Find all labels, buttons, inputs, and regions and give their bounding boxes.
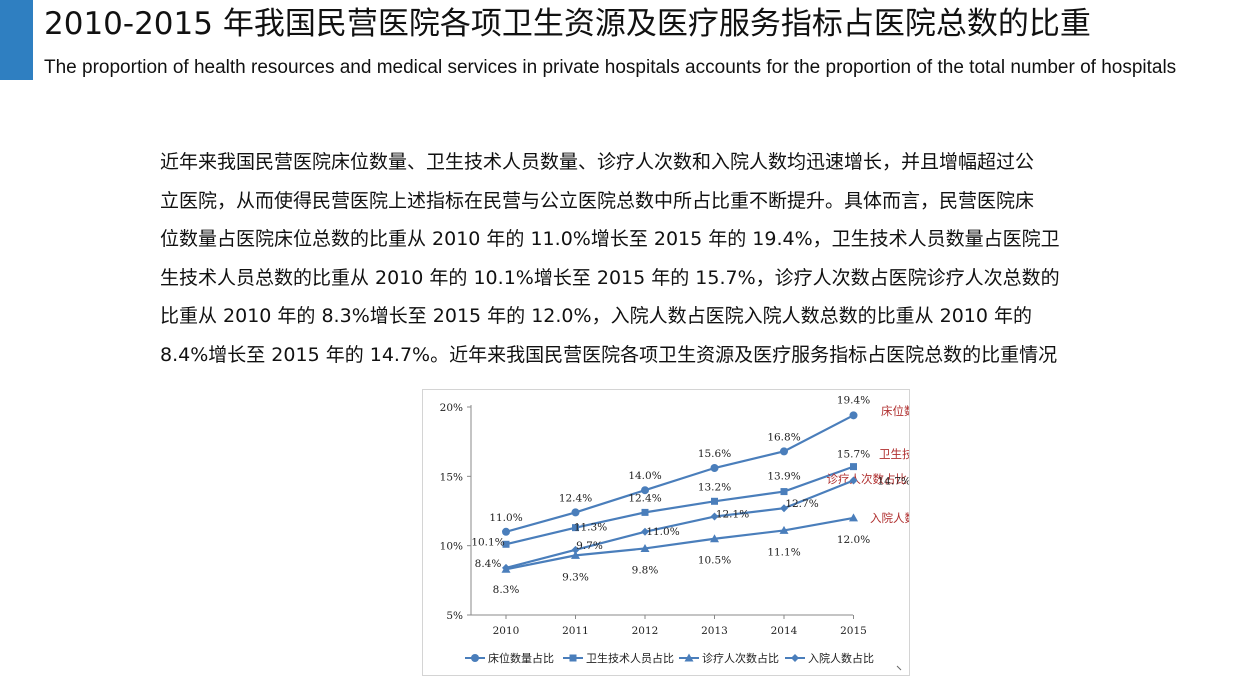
body-line: 位数量占医院床位总数的比重从 2010 年的 11.0%增长至 2015 年的 … [160, 228, 1060, 250]
data-label: 14.7% [878, 475, 910, 487]
legend-marker [684, 653, 694, 662]
series-end-label: 卫生技术人员占比 [879, 447, 909, 461]
y-tick-label: 15% [440, 471, 463, 483]
legend-label: 卫生技术人员占比 [586, 651, 674, 665]
data-label: 9.8% [632, 564, 659, 576]
series-line [505, 479, 854, 569]
legend-marker [791, 654, 799, 662]
data-point [710, 464, 719, 473]
data-point [850, 463, 857, 471]
data-label: 8.4% [475, 558, 502, 570]
body-line: 立医院，从而使得民营医院上述指标在民营与公立医院总数中所占比重不断提升。具体而言… [160, 189, 1035, 212]
data-label: 14.0% [628, 470, 661, 482]
page-subtitle: The proportion of health resources and m… [44, 57, 1177, 78]
page-title: 2010-2015 年我国民营医院各项卫生资源及医疗服务指标占医院总数的比重 [44, 6, 1091, 42]
data-point [640, 543, 650, 552]
data-point [710, 512, 719, 521]
data-point [641, 486, 649, 495]
data-label: 9.7% [576, 540, 603, 552]
data-point [849, 513, 858, 522]
legend-marker [569, 654, 577, 662]
data-point [780, 488, 788, 496]
data-point [711, 497, 718, 505]
body-paragraph: 近年来我国民营医院床位数量、卫生技术人员数量、诊疗人次数和入院人数均迅速增长，并… [160, 143, 1160, 374]
data-point [780, 504, 788, 513]
body-line: 生技术人员总数的比重从 2010 年的 10.1%增长至 2015 年的 15.… [160, 266, 1060, 289]
series-end-label: 床位数量占比 [881, 404, 909, 418]
legend-label: 床位数量占比 [488, 651, 554, 665]
data-label: 11.0% [489, 512, 522, 524]
data-point [502, 563, 510, 572]
x-tick-label: 2015 [840, 625, 867, 637]
series-line [505, 465, 854, 546]
data-point [779, 525, 789, 534]
body-line: 近年来我国民营医院床位数量、卫生技术人员数量、诊疗人次数和入院人数均迅速增长，并… [160, 151, 1035, 173]
data-label: 13.2% [698, 481, 731, 493]
x-tick-label: 2012 [632, 625, 659, 637]
data-label: 11.0% [646, 526, 679, 538]
data-label: 12.4% [559, 492, 592, 504]
legend-label: 诊疗人次数占比 [702, 651, 779, 665]
series-end-label: 入院人数占比 [870, 511, 909, 525]
data-point [641, 508, 649, 516]
legend-marker [471, 654, 479, 662]
series-line [505, 414, 855, 533]
data-label: 19.4% [837, 394, 870, 406]
x-tick-label: 2011 [562, 625, 589, 637]
data-point [571, 508, 580, 517]
data-point [571, 545, 580, 554]
data-point [502, 527, 510, 536]
data-point [641, 527, 649, 536]
y-tick-label: 10% [440, 541, 463, 553]
data-point [710, 534, 719, 543]
data-point [571, 550, 580, 559]
data-label: 10.5% [698, 555, 731, 567]
data-label: 15.7% [837, 449, 870, 461]
data-point [502, 540, 510, 548]
body-line: 8.4%增长至 2015 年的 14.7%。近年来我国民营医院各项卫生资源及医疗… [160, 343, 1058, 366]
x-tick-label: 2013 [701, 625, 728, 637]
data-label: 12.0% [837, 534, 870, 546]
legend-label: 入院人数占比 [808, 651, 874, 665]
series-line [505, 516, 854, 571]
data-point [849, 476, 858, 485]
data-label: 10.1% [471, 536, 504, 548]
x-tick-label: 2010 [493, 625, 520, 637]
accent-bar [0, 0, 33, 80]
data-label: 12.4% [628, 492, 661, 504]
line-chart: 5% 10% 15% 20% 2010 2011 2012 2013 2014 2015 11.0%… [422, 389, 910, 676]
data-label: 11.3% [574, 522, 607, 534]
y-tick-label: 5% [446, 610, 463, 622]
data-label: 9.3% [562, 571, 589, 583]
data-label: 13.9% [767, 471, 800, 483]
data-point [572, 524, 579, 532]
corner-mark [896, 665, 902, 671]
data-point [849, 411, 858, 420]
data-label: 8.3% [493, 584, 520, 596]
data-label: 12.1% [716, 509, 749, 521]
chart-canvas: 5% 10% 15% 20% 2010 2011 2012 2013 2014 2015 11.0%… [440, 394, 910, 671]
data-label: 11.1% [767, 546, 800, 558]
data-point [780, 447, 788, 456]
body-line: 比重从 2010 年的 8.3%增长至 2015 年的 12.0%，入院人数占医… [160, 305, 1033, 327]
data-label: 15.6% [698, 448, 731, 460]
data-label: 16.8% [767, 431, 800, 443]
x-tick-label: 2014 [771, 625, 798, 637]
data-label: 12.7% [785, 498, 818, 510]
y-tick-label: 20% [440, 402, 463, 414]
